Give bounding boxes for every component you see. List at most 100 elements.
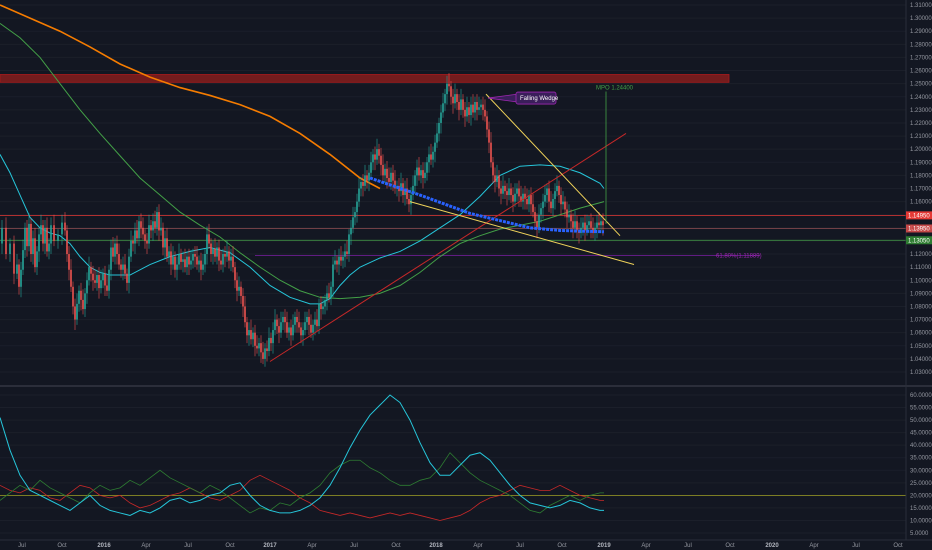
- price-axis[interactable]: 1.31000 1.30000 1.29000 1.28000 1.27000 1.260…: [910, 3, 932, 376]
- candle-body: [236, 280, 238, 291]
- time-tick-label: Jul: [684, 543, 692, 549]
- resistance-zone[interactable]: [0, 74, 730, 83]
- candle-body: [504, 185, 506, 192]
- candle-body: [16, 264, 18, 274]
- candle-body: [312, 324, 314, 333]
- candle-body: [36, 251, 38, 268]
- indicator-tick-label: 5.0000: [910, 531, 929, 537]
- candle-body: [442, 103, 444, 113]
- candle-body: [72, 286, 74, 307]
- candle-body: [474, 101, 476, 113]
- falling-wedge-callout[interactable]: Falling Wedge: [487, 91, 559, 105]
- candle-body: [538, 214, 540, 228]
- time-tick-label: Oct: [557, 543, 567, 549]
- indicator-axis[interactable]: 60.0000 55.0000 50.0000 45.0000 40.0000 35.00…: [910, 393, 932, 537]
- candle-body: [266, 348, 268, 352]
- candle-body: [124, 264, 126, 274]
- candle-body: [126, 273, 128, 283]
- candle-body: [486, 116, 488, 130]
- time-axis[interactable]: Jul Oct 2016 Apr Jul Oct 2017 Apr Jul Oct 2018 Apr J…: [18, 543, 903, 549]
- badge-pink-text: 1.13950: [908, 226, 930, 232]
- moving-average-orange[interactable]: [0, 4, 381, 190]
- moving-average-green[interactable]: [0, 22, 605, 300]
- candle-body: [28, 223, 30, 247]
- candle-body: [546, 188, 548, 196]
- price-tick-label: 1.11000: [910, 265, 932, 271]
- blue-trendline[interactable]: [369, 176, 605, 234]
- price-badge-red: 1.14950: [906, 211, 932, 220]
- candle-body: [350, 227, 352, 235]
- candle-body: [278, 326, 280, 333]
- candle-body: [164, 238, 166, 248]
- candle-body: [98, 275, 100, 289]
- candle-body: [550, 201, 552, 209]
- candle-body: [490, 142, 492, 163]
- candle-body: [53, 225, 55, 241]
- candle-body: [566, 209, 568, 218]
- indicator-tick-label: 35.0000: [910, 456, 932, 462]
- candle-body: [444, 94, 446, 104]
- time-tick-label: Oct: [57, 543, 67, 549]
- indicator-tick-label: 25.0000: [910, 481, 932, 487]
- target-label: MPO 1.24400: [596, 86, 634, 92]
- time-tick-label: 2018: [429, 543, 443, 549]
- candle-body: [588, 221, 590, 226]
- candle-body: [338, 256, 340, 265]
- candle-body: [260, 343, 262, 353]
- moving-average-teal[interactable]: [0, 154, 605, 305]
- price-tick-label: 1.22000: [910, 121, 932, 127]
- candle-body: [322, 306, 324, 310]
- candle-body: [172, 256, 174, 265]
- price-badge-pink: 1.13950: [906, 224, 932, 233]
- candle-body: [436, 133, 438, 143]
- candle-body: [214, 248, 216, 257]
- candle-body: [470, 104, 472, 116]
- candle-body: [310, 324, 312, 333]
- candle-body: [206, 234, 208, 255]
- candle-body: [410, 195, 412, 205]
- candle-body: [116, 243, 118, 255]
- candle-body: [480, 104, 482, 108]
- di-plus-line[interactable]: [0, 452, 604, 514]
- candle-body: [200, 260, 202, 270]
- candle-body: [286, 322, 288, 333]
- wedge-upper-line[interactable]: [485, 93, 621, 237]
- candle-body: [66, 230, 68, 255]
- candle-body: [404, 188, 406, 196]
- candle-body: [382, 164, 384, 176]
- candle-body: [160, 227, 162, 231]
- candle-body: [130, 240, 132, 257]
- time-tick-label: 2016: [97, 543, 111, 549]
- candle-body: [320, 303, 322, 310]
- support-trendline[interactable]: [269, 133, 627, 362]
- adx-line[interactable]: [0, 394, 604, 516]
- candle-body: [224, 254, 226, 257]
- candle-body: [198, 260, 200, 265]
- candle-body: [500, 188, 502, 194]
- candle-body: [514, 193, 516, 202]
- candle-body: [516, 188, 518, 194]
- candle-body: [232, 256, 234, 268]
- time-tick-label: 2017: [263, 543, 277, 549]
- candle-body: [360, 181, 362, 189]
- candle-body: [306, 316, 308, 323]
- di-minus-line[interactable]: [0, 474, 604, 521]
- time-tick-label: Oct: [893, 543, 903, 549]
- candle-body: [128, 256, 130, 283]
- candle-body: [92, 273, 94, 281]
- candle-body: [358, 188, 360, 202]
- wedge-lower-line[interactable]: [409, 201, 635, 266]
- candle-body: [120, 264, 122, 270]
- candle-body: [204, 254, 206, 265]
- price-grid: [0, 4, 906, 373]
- candle-body: [152, 221, 154, 231]
- candle-body: [86, 280, 88, 294]
- candle-body: [344, 251, 346, 257]
- candle-body: [294, 316, 296, 325]
- candle-body: [18, 264, 20, 287]
- candle-body: [438, 122, 440, 134]
- candle-body: [144, 234, 146, 241]
- candle-body: [346, 251, 348, 255]
- time-tick-label: Jul: [184, 543, 192, 549]
